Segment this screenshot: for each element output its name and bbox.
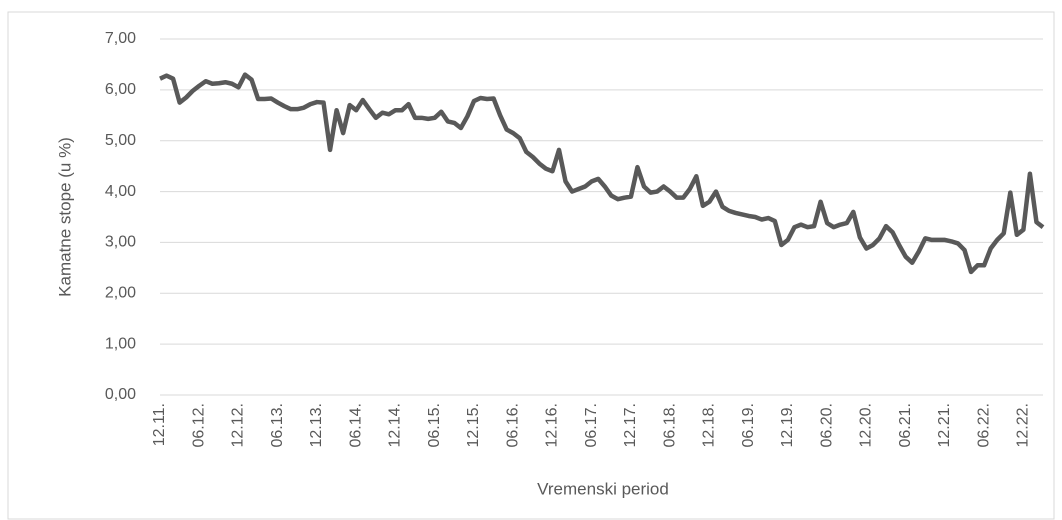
x-tick-label: 12.22. <box>1015 403 1032 447</box>
x-tick-label: 12.12. <box>230 403 247 447</box>
x-tick-label: 12.17. <box>622 403 639 447</box>
y-tick-label: 7,00 <box>105 30 136 47</box>
x-tick-label: 12.16. <box>544 403 561 447</box>
data-line <box>159 72 1045 275</box>
x-tick-label: 06.17. <box>583 403 600 447</box>
x-tick-label: 12.13. <box>308 403 325 447</box>
x-tick-label: 06.16. <box>504 403 521 447</box>
x-axis-title: Vremenski period <box>537 479 669 498</box>
y-tick-label: 5,00 <box>105 132 136 149</box>
x-tick-label: 12.20. <box>858 403 875 447</box>
y-tick-label: 2,00 <box>105 285 136 302</box>
x-tick-label: 12.19. <box>779 403 796 447</box>
y-tick-label: 6,00 <box>105 81 136 98</box>
x-tick-label: 06.21. <box>897 403 914 447</box>
y-axis-title: Kamatne stope (u %) <box>55 137 74 297</box>
y-tick-label: 1,00 <box>105 335 136 352</box>
x-tick-label: 06.20. <box>818 403 835 447</box>
y-tick-label: 0,00 <box>105 386 136 403</box>
x-tick-label: 12.18. <box>701 403 718 447</box>
x-tick-label: 12.21. <box>936 403 953 447</box>
x-tick-label: 06.22. <box>975 403 992 447</box>
x-tick-label: 06.18. <box>661 403 678 447</box>
x-tick-label: 06.13. <box>269 403 286 447</box>
chart-frame <box>7 11 1055 520</box>
x-tick-label: 06.15. <box>426 403 443 447</box>
x-tick-label: 12.15. <box>465 403 482 447</box>
y-tick-label: 3,00 <box>105 234 136 251</box>
x-tick-label: 06.19. <box>740 403 757 447</box>
y-tick-label: 4,00 <box>105 183 136 200</box>
x-tick-label: 12.11. <box>151 403 168 446</box>
x-tick-label: 12.14. <box>387 403 404 447</box>
x-tick-label: 06.14. <box>347 403 364 447</box>
x-tick-label: 06.12. <box>190 403 207 447</box>
